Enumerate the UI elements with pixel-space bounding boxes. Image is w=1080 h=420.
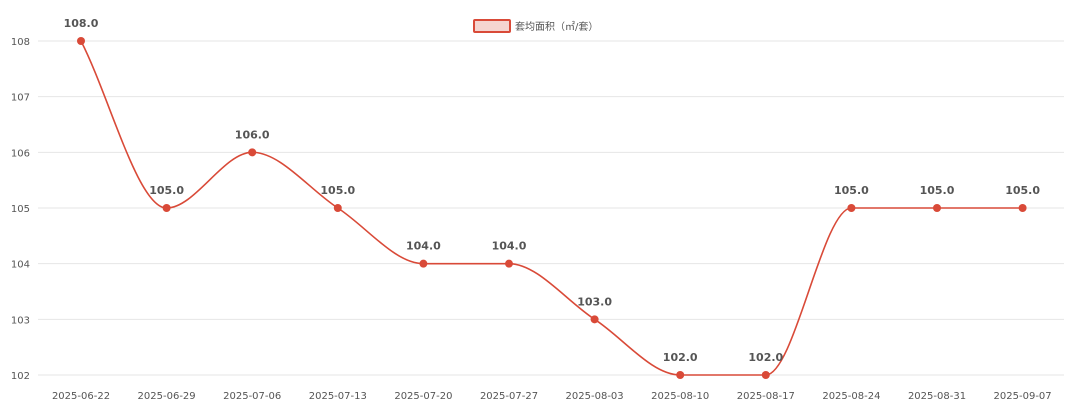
y-tick-label: 105 — [11, 204, 30, 215]
legend[interactable]: 套均面积（㎡/套） — [473, 19, 598, 33]
y-tick-label: 106 — [11, 148, 30, 159]
y-tick-label: 108 — [11, 37, 30, 48]
data-point[interactable] — [505, 259, 513, 268]
x-tick-label: 2025-09-07 — [994, 391, 1052, 402]
data-point[interactable] — [933, 204, 941, 212]
x-tick-label: 2025-08-10 — [651, 391, 709, 402]
x-tick-label: 2025-07-13 — [309, 391, 367, 402]
y-tick-label: 107 — [11, 93, 30, 104]
data-point[interactable] — [333, 204, 342, 212]
data-labels: 108.0 105.0 106.0 105.0 104.0 104.0 103.0 102.0… — [64, 17, 1041, 364]
data-label: 106.0 — [235, 128, 270, 141]
y-tick-label: 104 — [11, 260, 30, 271]
x-tick-label: 2025-08-17 — [737, 391, 795, 402]
data-point[interactable] — [676, 371, 685, 379]
data-label: 105.0 — [149, 184, 184, 197]
data-label: 104.0 — [406, 240, 441, 253]
data-label: 104.0 — [492, 240, 527, 253]
data-point[interactable] — [77, 37, 85, 45]
data-point[interactable] — [847, 204, 856, 212]
x-tick-label: 2025-07-20 — [394, 391, 452, 402]
x-tick-label: 2025-08-03 — [566, 391, 624, 402]
data-point[interactable] — [590, 315, 599, 324]
data-point[interactable] — [761, 371, 770, 379]
data-label: 105.0 — [320, 184, 355, 197]
y-axis-ticks: 102 103 104 105 106 107 108 — [11, 37, 30, 382]
y-tick-label: 103 — [11, 315, 30, 326]
data-label: 105.0 — [920, 184, 955, 197]
legend-label[interactable]: 套均面积（㎡/套） — [515, 20, 598, 33]
data-point[interactable] — [419, 259, 428, 268]
x-tick-label: 2025-07-06 — [223, 391, 281, 402]
x-tick-label: 2025-08-31 — [908, 391, 966, 402]
y-tick-label: 102 — [11, 371, 30, 382]
grid-lines — [38, 40, 1064, 376]
data-label: 103.0 — [577, 295, 612, 308]
data-label: 105.0 — [834, 184, 869, 197]
data-point[interactable] — [162, 204, 171, 212]
data-points — [77, 37, 1027, 379]
x-axis-ticks: 2025-06-22 2025-06-29 2025-07-06 2025-07-13… — [52, 391, 1052, 402]
data-label: 108.0 — [64, 17, 99, 30]
x-tick-label: 2025-08-24 — [822, 391, 880, 402]
x-tick-label: 2025-07-27 — [480, 391, 538, 402]
data-label: 102.0 — [748, 351, 783, 364]
legend-swatch[interactable] — [473, 19, 511, 33]
data-label: 105.0 — [1005, 184, 1040, 197]
x-tick-label: 2025-06-29 — [138, 391, 196, 402]
x-tick-label: 2025-06-22 — [52, 391, 110, 402]
data-point[interactable] — [248, 148, 257, 157]
data-label: 102.0 — [663, 351, 698, 364]
data-point[interactable] — [1018, 204, 1027, 212]
